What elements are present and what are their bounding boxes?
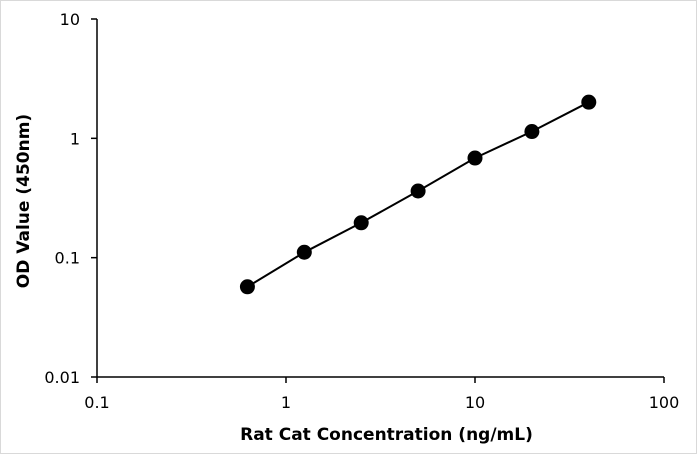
- x-tick-label: 0.1: [84, 393, 109, 412]
- y-tick-label: 0.01: [44, 368, 80, 387]
- x-tick-label: 1: [281, 393, 291, 412]
- data-point: [581, 94, 597, 110]
- data-point: [353, 215, 369, 231]
- y-axis-title: OD Value (450nm): [14, 114, 34, 288]
- data-point: [296, 244, 312, 260]
- y-tick-label: 1: [70, 129, 80, 148]
- x-tick-label: 10: [465, 393, 485, 412]
- data-point: [410, 183, 426, 199]
- data-point: [524, 124, 540, 140]
- y-tick-label: 10: [60, 10, 80, 29]
- x-axis-title: Rat Cat Concentration (ng/mL): [240, 425, 533, 445]
- data-series: [239, 94, 597, 295]
- axes: [96, 19, 664, 378]
- data-point: [467, 150, 483, 166]
- y-tick-label: 0.1: [55, 249, 80, 268]
- data-point: [239, 279, 255, 295]
- x-tick-label: 100: [649, 393, 680, 412]
